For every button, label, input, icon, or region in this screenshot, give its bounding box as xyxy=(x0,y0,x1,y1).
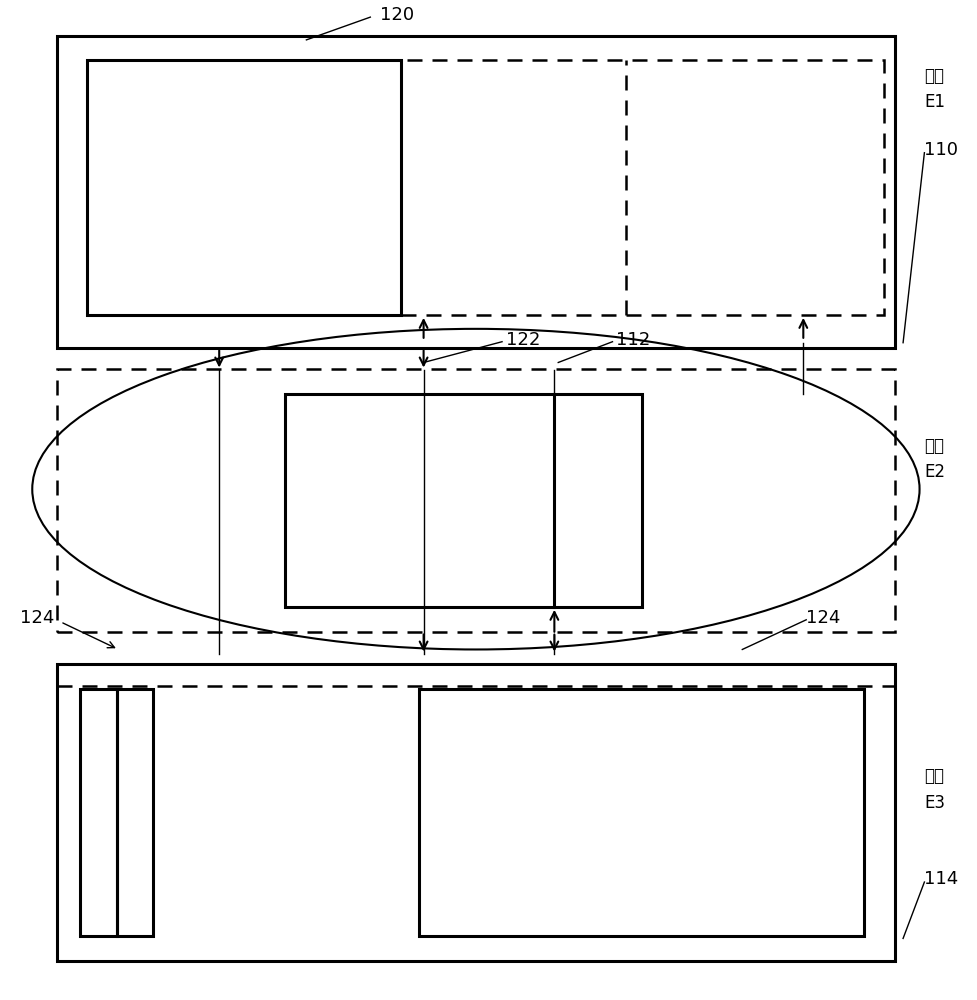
Bar xyxy=(87,60,402,315)
Text: E2: E2 xyxy=(924,463,946,481)
Text: 110: 110 xyxy=(924,141,958,159)
Bar xyxy=(80,689,116,936)
Text: E3: E3 xyxy=(924,794,946,812)
Text: 能量: 能量 xyxy=(924,767,945,785)
Bar xyxy=(402,60,884,315)
Bar xyxy=(58,664,895,961)
Bar xyxy=(419,689,865,936)
Text: 能量: 能量 xyxy=(924,437,945,455)
Bar xyxy=(58,36,895,348)
Text: 124: 124 xyxy=(806,609,840,627)
Text: 122: 122 xyxy=(506,331,540,349)
Text: 114: 114 xyxy=(924,870,958,888)
Text: E1: E1 xyxy=(924,93,946,111)
Text: 能量: 能量 xyxy=(924,67,945,85)
Text: 112: 112 xyxy=(616,331,651,349)
Bar xyxy=(58,369,895,632)
Bar xyxy=(116,689,153,936)
Text: 124: 124 xyxy=(20,609,54,627)
Bar xyxy=(285,394,642,607)
Text: 120: 120 xyxy=(380,6,414,24)
